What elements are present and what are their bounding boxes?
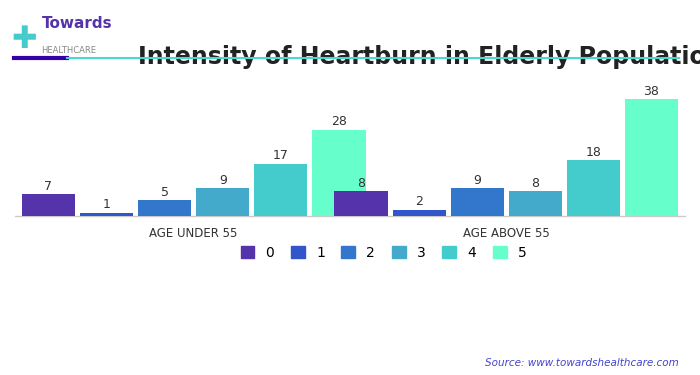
Bar xyxy=(625,99,678,216)
Bar xyxy=(451,188,504,216)
Text: ✚: ✚ xyxy=(11,26,37,54)
Legend: 0, 1, 2, 3, 4, 5: 0, 1, 2, 3, 4, 5 xyxy=(235,240,532,266)
Bar xyxy=(567,160,620,216)
Text: 7: 7 xyxy=(45,180,52,193)
Bar xyxy=(335,191,388,216)
Text: Source: www.towardshealthcare.com: Source: www.towardshealthcare.com xyxy=(485,357,679,368)
Bar xyxy=(254,164,307,216)
Bar xyxy=(509,191,562,216)
Bar xyxy=(312,130,365,216)
Text: Towards: Towards xyxy=(41,16,112,32)
Text: 38: 38 xyxy=(643,84,659,98)
Bar xyxy=(196,188,249,216)
Bar xyxy=(80,213,133,216)
Text: 1: 1 xyxy=(103,198,111,211)
Text: 5: 5 xyxy=(160,186,169,199)
Text: 9: 9 xyxy=(219,174,227,186)
Text: 8: 8 xyxy=(531,177,540,190)
Bar xyxy=(138,200,191,216)
Text: 8: 8 xyxy=(357,177,365,190)
Text: 9: 9 xyxy=(473,174,481,186)
Bar xyxy=(22,194,75,216)
Bar xyxy=(393,210,446,216)
Text: HEALTHCARE: HEALTHCARE xyxy=(41,46,97,55)
Title: Intensity of Heartburn in Elderly Population: Intensity of Heartburn in Elderly Popula… xyxy=(138,45,700,69)
Text: 18: 18 xyxy=(585,146,601,159)
Text: 2: 2 xyxy=(415,195,424,208)
Text: 17: 17 xyxy=(273,149,288,162)
Text: 28: 28 xyxy=(331,115,346,128)
